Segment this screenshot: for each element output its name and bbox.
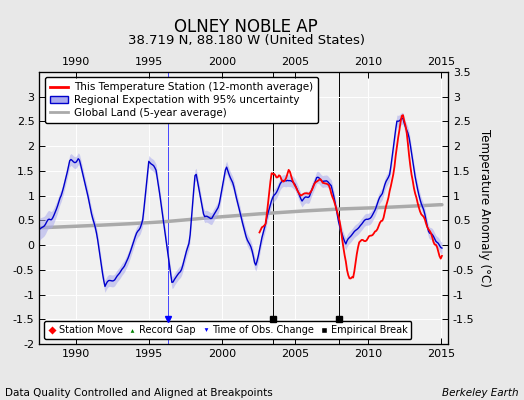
Legend: Station Move, Record Gap, Time of Obs. Change, Empirical Break: Station Move, Record Gap, Time of Obs. C… [44, 321, 411, 339]
Text: Berkeley Earth: Berkeley Earth [442, 388, 519, 398]
Text: OLNEY NOBLE AP: OLNEY NOBLE AP [174, 18, 318, 36]
Y-axis label: Temperature Anomaly (°C): Temperature Anomaly (°C) [478, 129, 491, 287]
Text: Data Quality Controlled and Aligned at Breakpoints: Data Quality Controlled and Aligned at B… [5, 388, 273, 398]
Text: 38.719 N, 88.180 W (United States): 38.719 N, 88.180 W (United States) [128, 34, 365, 47]
